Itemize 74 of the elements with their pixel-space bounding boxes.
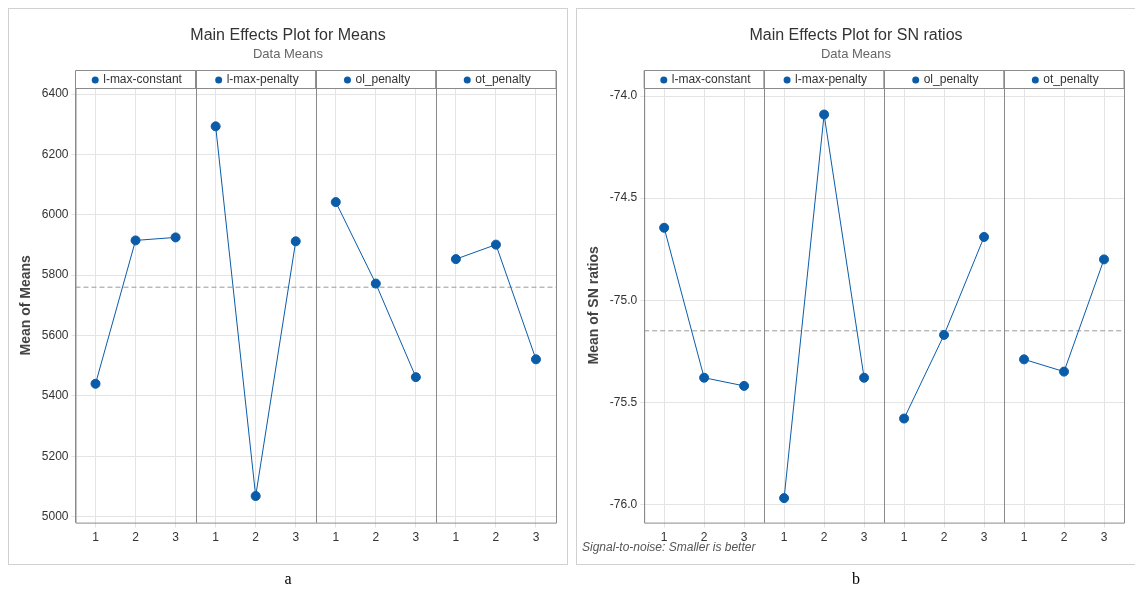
y-tick-label: 5000 [41, 508, 69, 523]
legend-label: ol_penalty [923, 72, 979, 87]
chart-subtitle: Data Means [251, 46, 325, 61]
point [410, 372, 421, 383]
y-tick-label: 6000 [41, 207, 69, 222]
y-tick-label: 5600 [41, 327, 69, 342]
y-tick-label: 5200 [41, 448, 69, 463]
chart-title: Main Effects Plot for Means [189, 26, 387, 44]
y-tick-label: -74.5 [609, 190, 638, 205]
x-tick-label: 3 [860, 530, 868, 545]
x-tick-label: 3 [532, 530, 540, 545]
point [170, 232, 181, 243]
legend-label: l-max-penalty [226, 72, 299, 87]
x-tick-label: 1 [92, 530, 100, 545]
y-tick-label: -75.0 [609, 292, 638, 307]
x-tick-label: 3 [172, 530, 180, 545]
y-tick-label: 6200 [41, 146, 69, 161]
x-tick-label: 3 [1100, 530, 1108, 545]
point [450, 254, 461, 265]
x-tick-label: 1 [452, 530, 460, 545]
point [939, 329, 950, 340]
chart-title: Main Effects Plot for SN ratios [748, 26, 964, 44]
y-tick-label: -76.0 [609, 496, 638, 511]
point [490, 239, 501, 250]
point [370, 278, 381, 289]
legend-label: l-max-constant [103, 72, 183, 87]
legend-label: l-max-penalty [795, 72, 868, 87]
y-tick-label: 5800 [41, 267, 69, 282]
x-tick-label: 1 [780, 530, 788, 545]
point [779, 493, 790, 504]
text: b [851, 570, 861, 588]
legend-label: ot_penalty [1043, 72, 1099, 87]
y-tick-label: 5400 [41, 388, 69, 403]
x-tick-label: 1 [900, 530, 908, 545]
point [859, 372, 870, 383]
point [659, 222, 670, 233]
x-tick-label: 3 [292, 530, 300, 545]
x-tick-label: 1 [212, 530, 220, 545]
x-tick-label: 2 [132, 530, 140, 545]
y-tick-label: -74.0 [609, 88, 638, 103]
x-tick-label: 2 [820, 530, 828, 545]
x-tick-label: 3 [412, 530, 420, 545]
point [899, 413, 910, 424]
y-tick-label: 6400 [41, 86, 69, 101]
point [530, 354, 541, 365]
point [979, 231, 990, 242]
legend-label: l-max-constant [671, 72, 752, 87]
point [699, 372, 710, 383]
text: a [283, 570, 293, 588]
x-tick-label: 2 [372, 530, 380, 545]
x-tick-label: 2 [492, 530, 500, 545]
point [819, 109, 830, 120]
x-tick-label: 1 [332, 530, 340, 545]
point [1019, 354, 1030, 365]
point [90, 378, 101, 389]
y-axis-title: Mean of Means [17, 254, 34, 356]
x-tick-label: 1 [1020, 530, 1028, 545]
point [210, 121, 221, 132]
x-tick-label: 2 [252, 530, 260, 545]
y-tick-label: -75.5 [609, 394, 638, 409]
point [1099, 254, 1110, 265]
x-tick-label: 3 [980, 530, 988, 545]
point [1059, 366, 1070, 377]
legend-label: ol_penalty [355, 72, 411, 87]
x-tick-label: 2 [940, 530, 948, 545]
point [290, 236, 301, 247]
point [330, 197, 341, 208]
y-axis-title: Mean of SN ratios [585, 245, 602, 365]
point [130, 235, 141, 246]
chart-subtitle: Data Means [819, 46, 893, 61]
x-tick-label: 2 [1060, 530, 1068, 545]
legend-label: ot_penalty [475, 72, 531, 87]
point [739, 380, 750, 391]
point [250, 491, 261, 502]
